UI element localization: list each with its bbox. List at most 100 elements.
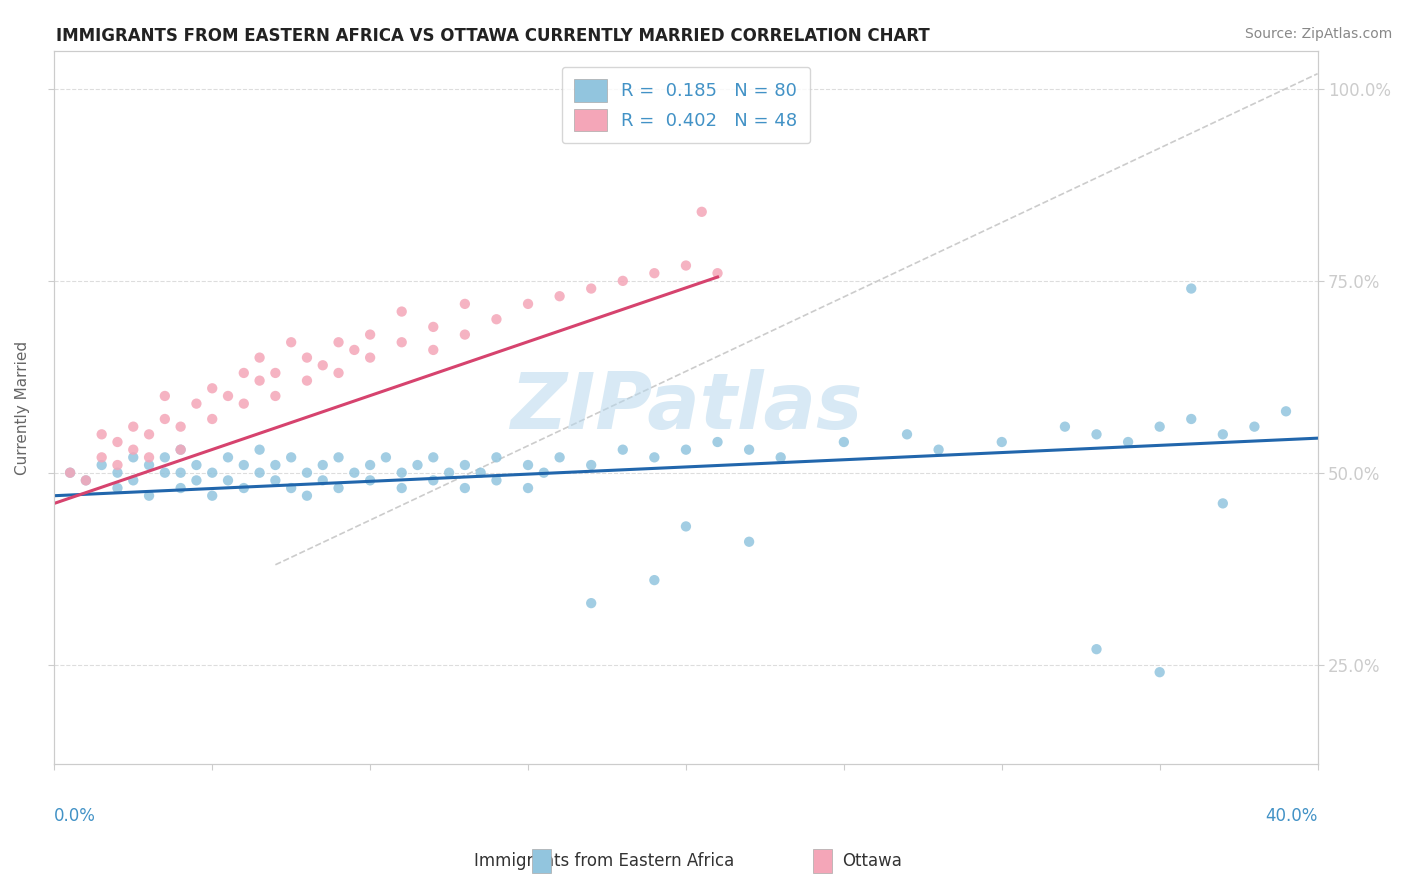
Point [769,450,792,465]
Point [169,442,191,457]
Point [107,458,129,472]
Point [169,419,191,434]
Point [186,458,208,472]
Point [249,374,271,388]
Point [90,458,112,472]
Point [706,435,728,450]
Point [612,442,634,457]
Point [928,442,950,457]
Point [264,389,287,403]
Point [1149,419,1171,434]
Point [359,327,381,342]
Point [169,466,191,480]
Point [343,343,366,357]
Point [59,466,82,480]
Point [107,435,129,450]
Point [579,596,602,610]
Point [343,466,366,480]
Point [990,435,1012,450]
Point [249,351,271,365]
Point [295,489,318,503]
Point [153,450,176,465]
Point [612,274,634,288]
Point [249,466,271,480]
Point [280,335,302,350]
Point [232,481,254,495]
Point [75,474,97,488]
Point [454,481,477,495]
Point [312,458,335,472]
Point [122,450,145,465]
Point [1212,496,1234,510]
Text: IMMIGRANTS FROM EASTERN AFRICA VS OTTAWA CURRENTLY MARRIED CORRELATION CHART: IMMIGRANTS FROM EASTERN AFRICA VS OTTAWA… [56,27,929,45]
Point [422,450,444,465]
Point [738,534,761,549]
Point [533,466,555,480]
Point [217,450,239,465]
Point [169,481,191,495]
Point [153,466,176,480]
Point [312,474,335,488]
Text: 0.0%: 0.0% [55,807,96,825]
Point [485,474,508,488]
Point [454,327,477,342]
Point [328,335,350,350]
Point [517,481,540,495]
Point [374,450,396,465]
Point [548,450,571,465]
Point [1116,435,1139,450]
Point [217,389,239,403]
Point [138,458,160,472]
Point [295,351,318,365]
Point [675,259,697,273]
Point [138,427,160,442]
Point [391,335,413,350]
Point [122,419,145,434]
Point [295,466,318,480]
Point [517,297,540,311]
Point [359,351,381,365]
Point [75,474,97,488]
Point [201,412,224,426]
Point [201,489,224,503]
Point [1243,419,1265,434]
Point [454,458,477,472]
Point [359,458,381,472]
Point [391,304,413,318]
Point [90,450,112,465]
Point [359,474,381,488]
Point [1085,642,1108,657]
Point [422,474,444,488]
Point [1180,281,1202,295]
Point [1180,412,1202,426]
Point [138,489,160,503]
Point [485,450,508,465]
Point [264,474,287,488]
Text: Source: ZipAtlas.com: Source: ZipAtlas.com [1244,27,1392,41]
Point [738,442,761,457]
Point [186,474,208,488]
Point [217,474,239,488]
Point [280,481,302,495]
Point [122,442,145,457]
Point [706,266,728,280]
Point [422,343,444,357]
Point [169,442,191,457]
Point [90,427,112,442]
Point [264,366,287,380]
Legend: R =  0.185   N = 80, R =  0.402   N = 48: R = 0.185 N = 80, R = 0.402 N = 48 [562,67,810,144]
Point [643,573,665,587]
Point [485,312,508,326]
Point [328,481,350,495]
Point [1275,404,1298,418]
Point [437,466,460,480]
Point [832,435,855,450]
Point [1212,427,1234,442]
Point [232,366,254,380]
Point [470,466,492,480]
Point [896,427,918,442]
Point [249,442,271,457]
Point [1149,665,1171,680]
Y-axis label: Currently Married: Currently Married [15,341,30,475]
Text: ZIPatlas: ZIPatlas [510,369,862,445]
